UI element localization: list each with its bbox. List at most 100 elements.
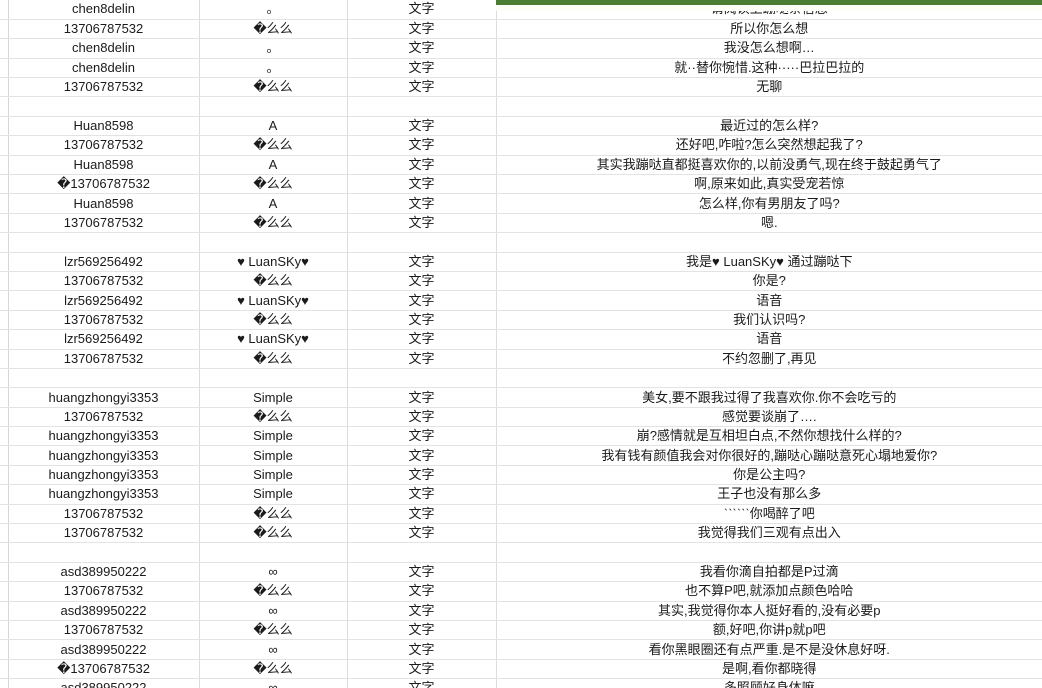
row-gutter[interactable] (0, 252, 9, 272)
content-cell[interactable]: 我觉得我们三观有点出入 (496, 523, 1042, 544)
nickname-cell[interactable] (199, 232, 348, 253)
content-cell[interactable]: 崩?感情就是互相坦白点,不然你想找什么样的? (496, 426, 1042, 447)
table-row[interactable]: huangzhongyi3353 Simple 文字 王子也没有那么多 (0, 484, 1042, 505)
msg-type-cell[interactable]: 文字 (347, 252, 497, 272)
content-cell[interactable]: 是啊,看你都晓得 (496, 659, 1042, 680)
account-cell[interactable]: 13706787532 (8, 620, 200, 641)
account-cell[interactable]: lzr569256492 (8, 252, 200, 272)
nickname-cell[interactable]: A (199, 155, 348, 176)
row-gutter[interactable] (0, 349, 9, 369)
row-gutter[interactable] (0, 368, 9, 389)
content-cell[interactable]: 我们认识吗? (496, 310, 1042, 331)
account-cell[interactable]: 13706787532 (8, 19, 200, 40)
msg-type-cell[interactable]: 文字 (347, 426, 497, 447)
msg-type-cell[interactable]: 文字 (347, 271, 497, 292)
nickname-cell[interactable]: �么么 (199, 77, 348, 98)
nickname-cell[interactable]: Simple (199, 465, 348, 486)
row-gutter[interactable] (0, 465, 9, 486)
table-row[interactable]: asd389950222 ∞ 文字 我看你滴自拍都是P过滴 (0, 562, 1042, 583)
nickname-cell[interactable]: �么么 (199, 581, 348, 602)
table-row[interactable]: 13706787532 �么么 文字 我觉得我们三观有点出入 (0, 523, 1042, 544)
table-row[interactable]: Huan8598 A 文字 最近过的怎么样? (0, 116, 1042, 137)
content-cell[interactable]: 我没怎么想啊… (496, 38, 1042, 59)
nickname-cell[interactable]: �么么 (199, 407, 348, 428)
account-cell[interactable]: huangzhongyi3353 (8, 465, 200, 486)
account-cell[interactable]: asd389950222 (8, 562, 200, 583)
msg-type-cell[interactable]: 文字 (347, 678, 497, 688)
nickname-cell[interactable]: �么么 (199, 310, 348, 331)
account-cell[interactable]: Huan8598 (8, 155, 200, 176)
nickname-cell[interactable] (199, 96, 348, 117)
msg-type-cell[interactable]: 文字 (347, 174, 497, 195)
row-gutter[interactable] (0, 174, 9, 195)
account-cell[interactable]: huangzhongyi3353 (8, 387, 200, 408)
account-cell[interactable]: chen8delin (8, 58, 200, 79)
row-gutter[interactable] (0, 155, 9, 176)
account-cell[interactable]: lzr569256492 (8, 329, 200, 350)
account-cell[interactable]: Huan8598 (8, 193, 200, 214)
msg-type-cell[interactable]: 文字 (347, 639, 497, 660)
msg-type-cell[interactable] (347, 368, 497, 389)
content-cell[interactable]: 还好吧,咋啦?怎么突然想起我了? (496, 135, 1042, 156)
table-row[interactable]: �13706787532 �么么 文字 是啊,看你都晓得 (0, 659, 1042, 680)
row-gutter[interactable] (0, 0, 9, 20)
content-cell[interactable]: 无聊 (496, 77, 1042, 98)
msg-type-cell[interactable]: 文字 (347, 445, 497, 466)
table-row[interactable]: huangzhongyi3353 Simple 文字 崩?感情就是互相坦白点,不然你想… (0, 426, 1042, 447)
row-gutter[interactable] (0, 407, 9, 428)
content-cell[interactable] (496, 96, 1042, 117)
nickname-cell[interactable]: 。 (199, 58, 348, 79)
nickname-cell[interactable]: ∞ (199, 562, 348, 583)
account-cell[interactable]: chen8delin (8, 38, 200, 59)
table-row[interactable]: lzr569256492 ♥ LuanSKy♥ 文字 我是♥ LuanSKy♥ 通过蹦… (0, 252, 1042, 272)
account-cell[interactable]: asd389950222 (8, 678, 200, 688)
msg-type-cell[interactable]: 文字 (347, 465, 497, 486)
row-gutter[interactable] (0, 193, 9, 214)
nickname-cell[interactable]: A (199, 193, 348, 214)
content-cell[interactable]: 所以你怎么想 (496, 19, 1042, 40)
row-gutter[interactable] (0, 542, 9, 563)
table-row[interactable]: 13706787532 �么么 文字 不约忽删了,再见 (0, 349, 1042, 369)
msg-type-cell[interactable]: 文字 (347, 193, 497, 214)
account-cell[interactable] (8, 368, 200, 389)
msg-type-cell[interactable] (347, 96, 497, 117)
nickname-cell[interactable]: Simple (199, 484, 348, 505)
nickname-cell[interactable]: A (199, 116, 348, 137)
nickname-cell[interactable]: Simple (199, 387, 348, 408)
nickname-cell[interactable]: ♥ LuanSKy♥ (199, 290, 348, 311)
row-gutter[interactable] (0, 581, 9, 602)
account-cell[interactable]: 13706787532 (8, 271, 200, 292)
msg-type-cell[interactable]: 文字 (347, 38, 497, 59)
msg-type-cell[interactable] (347, 542, 497, 563)
account-cell[interactable]: Huan8598 (8, 116, 200, 137)
msg-type-cell[interactable]: 文字 (347, 58, 497, 79)
row-gutter[interactable] (0, 601, 9, 622)
table-row[interactable]: 13706787532 �么么 文字 也不算P吧,就添加点颜色哈哈 (0, 581, 1042, 602)
content-cell[interactable]: 王子也没有那么多 (496, 484, 1042, 505)
content-cell[interactable]: 我有钱有颜值我会对你很好的,蹦哒心蹦哒意死心塌地爱你? (496, 445, 1042, 466)
nickname-cell[interactable]: �么么 (199, 504, 348, 525)
account-cell[interactable]: 13706787532 (8, 349, 200, 369)
content-cell[interactable]: 感觉要谈崩了…. (496, 407, 1042, 428)
content-cell[interactable]: 就··替你惋惜.这种·····巴拉巴拉的 (496, 58, 1042, 79)
row-gutter[interactable] (0, 504, 9, 525)
content-cell[interactable]: 你是公主吗? (496, 465, 1042, 486)
account-cell[interactable]: 13706787532 (8, 77, 200, 98)
table-row[interactable]: 13706787532 �么么 文字 ˋˋˋˋˋˋ你喝醉了吧 (0, 504, 1042, 525)
row-gutter[interactable] (0, 19, 9, 40)
nickname-cell[interactable]: �么么 (199, 174, 348, 195)
table-row[interactable]: 13706787532 �么么 文字 无聊 (0, 77, 1042, 98)
content-cell[interactable]: 嗯. (496, 213, 1042, 234)
nickname-cell[interactable]: ♥ LuanSKy♥ (199, 252, 348, 272)
content-cell[interactable]: 我看你滴自拍都是P过滴 (496, 562, 1042, 583)
table-row[interactable]: huangzhongyi3353 Simple 文字 美女,要不跟我过得了我喜欢你.你… (0, 387, 1042, 408)
content-cell[interactable]: 怎么样,你有男朋友了吗? (496, 193, 1042, 214)
msg-type-cell[interactable]: 文字 (347, 523, 497, 544)
nickname-cell[interactable]: �么么 (199, 213, 348, 234)
msg-type-cell[interactable]: 文字 (347, 581, 497, 602)
msg-type-cell[interactable]: 文字 (347, 601, 497, 622)
nickname-cell[interactable] (199, 542, 348, 563)
account-cell[interactable] (8, 542, 200, 563)
content-cell[interactable]: 不约忽删了,再见 (496, 349, 1042, 369)
nickname-cell[interactable]: Simple (199, 445, 348, 466)
